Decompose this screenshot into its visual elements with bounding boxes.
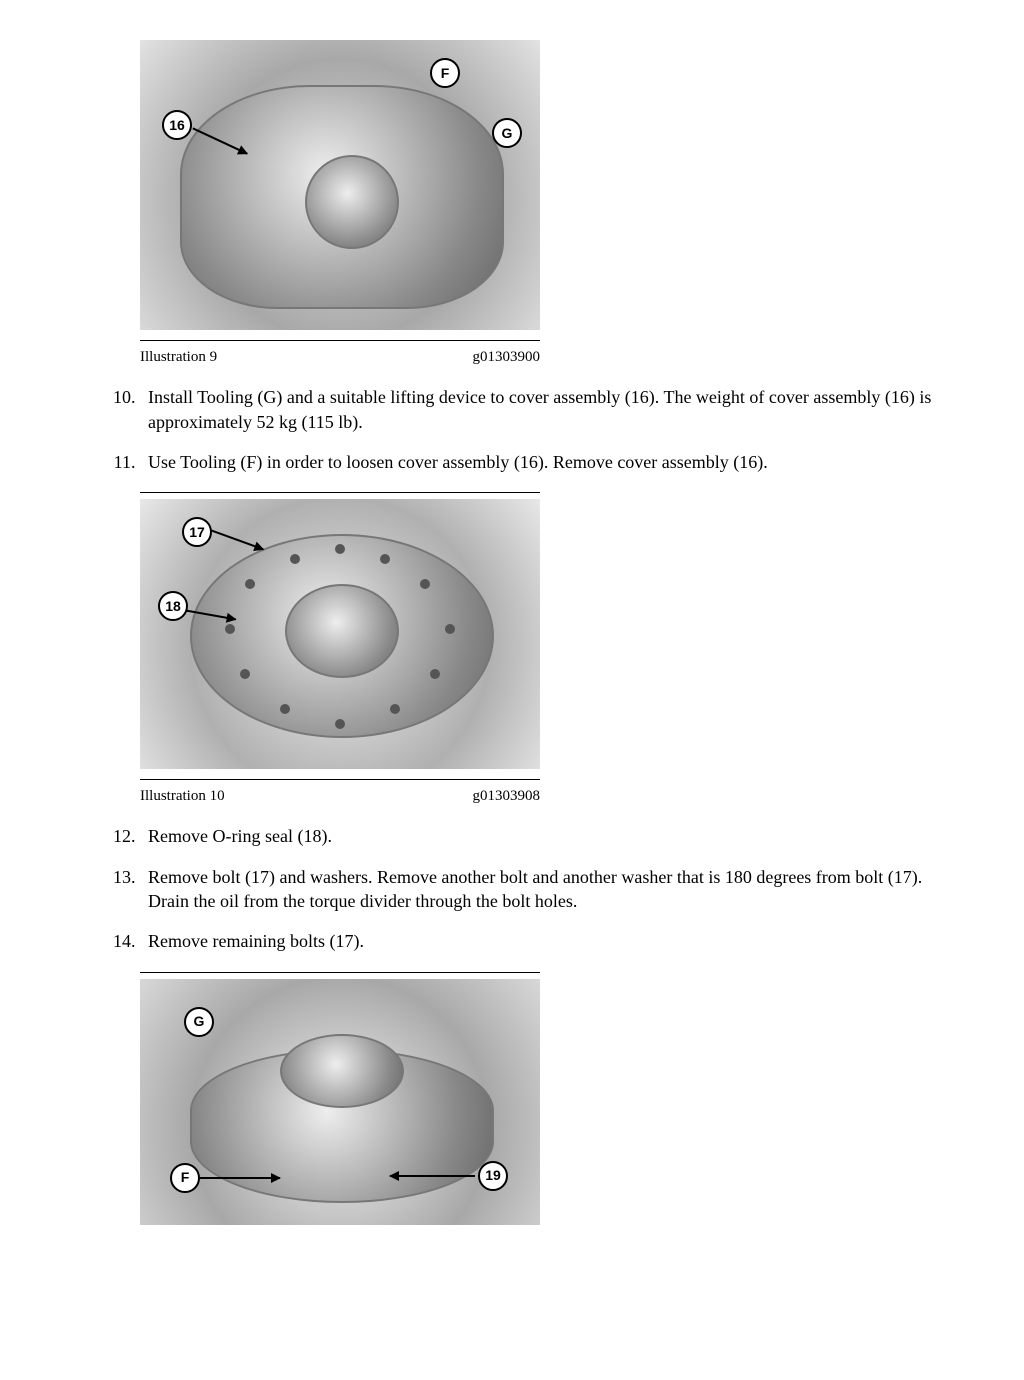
step-12: Remove O-ring seal (18).	[140, 824, 964, 848]
figure-11-top	[280, 1034, 404, 1108]
figure-10-top-rule	[140, 492, 540, 493]
figure-9-rule	[140, 340, 540, 341]
figure-11-image: G F 19	[140, 979, 540, 1225]
step-13: Remove bolt (17) and washers. Remove ano…	[140, 865, 964, 914]
callout-18: 18	[158, 591, 188, 621]
figure-10-block: 17 18 Illustration 10 g01303908	[140, 492, 964, 806]
steps-list-b: Remove O-ring seal (18). Remove bolt (17…	[100, 824, 964, 953]
figure-11-block: G F 19	[140, 972, 964, 1225]
figure-10-caption: Illustration 10 g01303908	[140, 786, 540, 806]
steps-list-a: Install Tooling (G) and a suitable lifti…	[100, 385, 964, 474]
figure-10-image: 17 18	[140, 499, 540, 769]
bolt-ring	[190, 534, 490, 734]
figure-11-top-rule	[140, 972, 540, 973]
figure-10-code: g01303908	[473, 786, 541, 806]
step-10: Install Tooling (G) and a suitable lifti…	[140, 385, 964, 434]
callout-16: 16	[162, 110, 192, 140]
figure-9-image: F G 16	[140, 40, 540, 330]
figure-9-label: Illustration 9	[140, 347, 217, 367]
callout-17: 17	[182, 517, 212, 547]
figure-9-block: F G 16 Illustration 9 g01303900	[140, 40, 964, 367]
figure-9-code: g01303900	[473, 347, 541, 367]
callout-g: G	[492, 118, 522, 148]
figure-9-hub	[305, 155, 399, 249]
callout-f: F	[430, 58, 460, 88]
figure-10-rule	[140, 779, 540, 780]
callout-f-2: F	[170, 1163, 200, 1193]
callout-19: 19	[478, 1161, 508, 1191]
step-11: Use Tooling (F) in order to loosen cover…	[140, 450, 964, 474]
figure-9-caption: Illustration 9 g01303900	[140, 347, 540, 367]
arrow-f	[200, 1177, 280, 1179]
step-14: Remove remaining bolts (17).	[140, 929, 964, 953]
figure-10-label: Illustration 10	[140, 786, 225, 806]
arrow-19	[390, 1175, 475, 1177]
callout-g-2: G	[184, 1007, 214, 1037]
